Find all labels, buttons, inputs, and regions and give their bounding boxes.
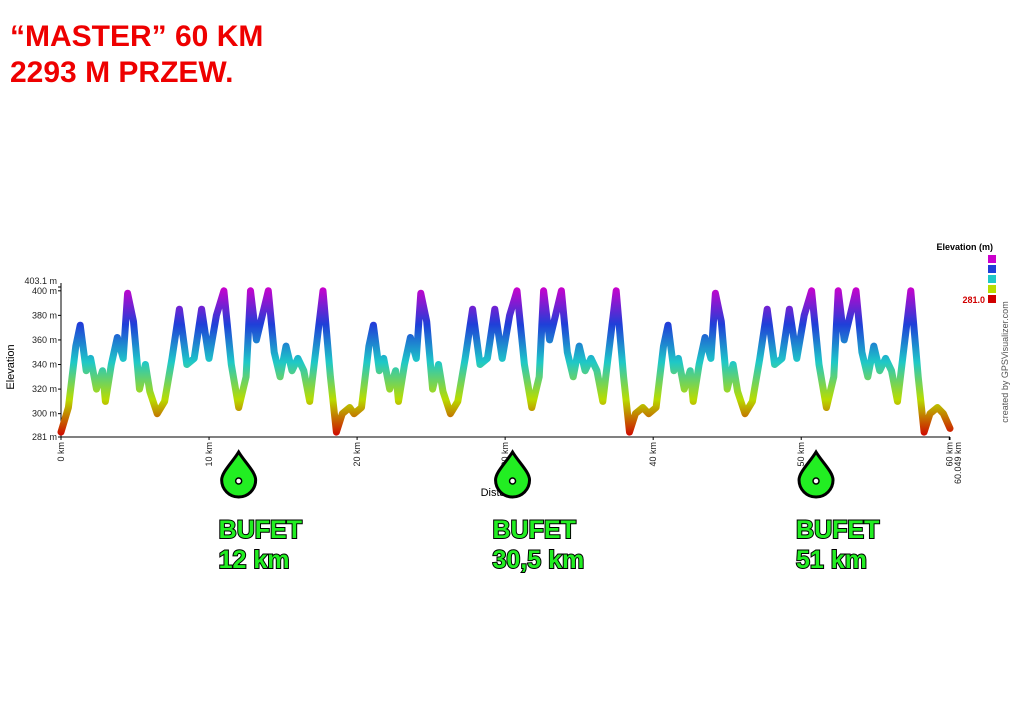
- marker-dot: [508, 477, 517, 485]
- y-axis-label: Elevation: [5, 344, 17, 389]
- legend-label: 281.0: [962, 295, 985, 305]
- y-tick-label: 360 m: [32, 335, 57, 345]
- aid-station-label: BUFET: [219, 516, 302, 544]
- elevation-line: [57, 287, 954, 436]
- aid-station-label: 30,5 km: [493, 546, 585, 574]
- y-tick-label: 380 m: [32, 310, 57, 320]
- legend-swatch: [988, 285, 996, 293]
- x-tick-label: 30 km: [500, 442, 510, 467]
- legend-swatch: [988, 275, 996, 283]
- aid-station-marker: [797, 449, 835, 499]
- x-tick-label: 40 km: [648, 442, 658, 467]
- x-tick-label: 10 km: [204, 442, 214, 467]
- aid-station-marker: [494, 449, 532, 499]
- aid-station-label: 51 km: [796, 546, 867, 574]
- title: “MASTER” 60 KM: [10, 20, 263, 53]
- aid-station-marker: [220, 449, 258, 499]
- x-tick-label: 20 km: [352, 442, 362, 467]
- y-tick-label: 320 m: [32, 384, 57, 394]
- y-tick-label: 281 m: [32, 432, 57, 442]
- y-tick-label: 300 m: [32, 409, 57, 419]
- legend-swatch: [988, 295, 996, 303]
- y-tick-label: 340 m: [32, 360, 57, 370]
- credit: created by GPSVisualizer.com: [1000, 301, 1010, 422]
- marker-dot: [812, 477, 820, 485]
- x-tick-label: 60 km: [944, 442, 954, 467]
- legend-swatch: [988, 255, 996, 263]
- x-tick-label: 50 km: [796, 442, 806, 467]
- aid-station-label: BUFET: [796, 516, 879, 544]
- y-tick-label: 403.1 m: [24, 276, 57, 286]
- x-tick-label: 60.049 km: [953, 442, 963, 484]
- x-tick-label: 0 km: [56, 442, 66, 462]
- legend-title: Elevation (m): [936, 242, 993, 252]
- aid-station-label: 12 km: [219, 546, 290, 574]
- y-tick-label: 400 m: [32, 286, 57, 296]
- subtitle: 2293 M PRZEW.: [10, 56, 233, 89]
- marker-dot: [234, 477, 243, 485]
- aid-station-label: BUFET: [493, 516, 576, 544]
- legend-swatch: [988, 265, 996, 273]
